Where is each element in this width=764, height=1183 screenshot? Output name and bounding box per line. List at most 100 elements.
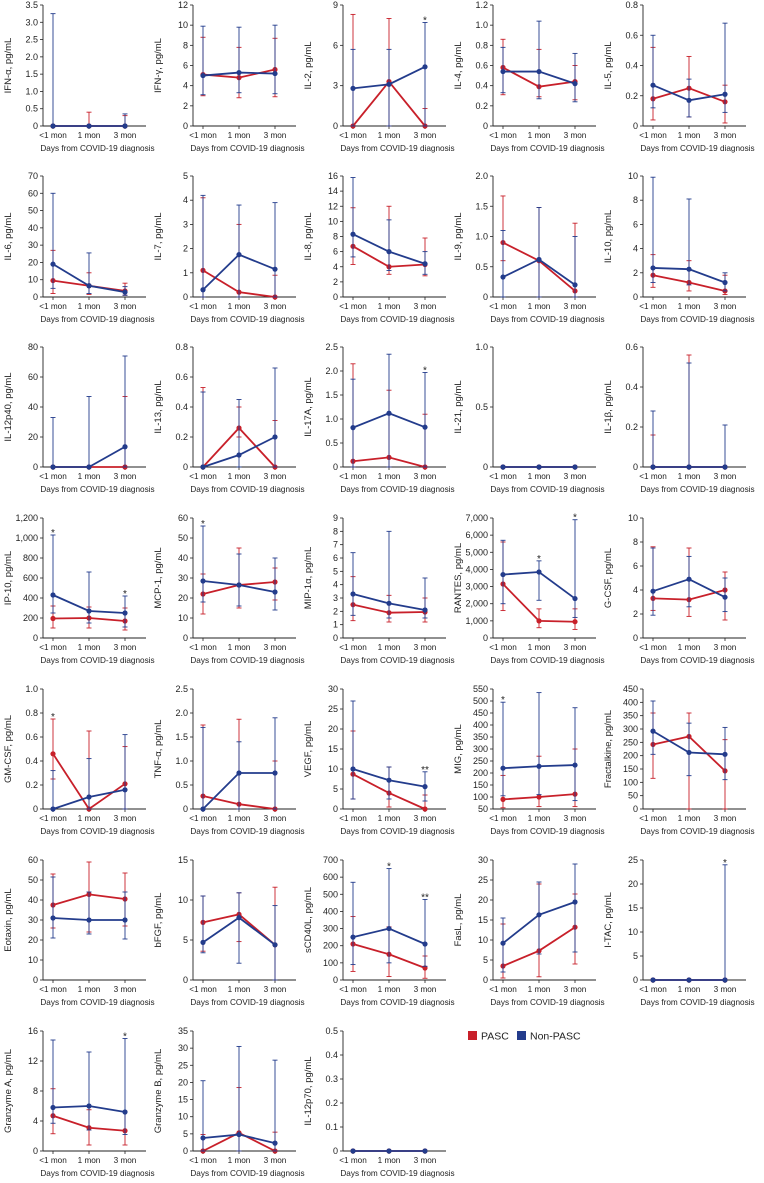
data-point <box>650 265 656 271</box>
y-tick-label: 8 <box>633 195 638 205</box>
series-non-pasc <box>200 892 278 981</box>
y-tick-label: 0 <box>483 975 488 985</box>
y-tick-label: 4 <box>333 262 338 272</box>
y-tick-label: 200 <box>23 613 38 623</box>
y-axis-label: IL-8, pg/mL <box>303 212 314 260</box>
x-tick-label: 1 mon <box>528 985 551 994</box>
x-axis-label: Days from COVID-19 diagnosis <box>190 315 304 324</box>
y-axis-label: I-TAC, pg/mL <box>603 892 614 948</box>
series-non-pasc <box>50 876 128 940</box>
data-point <box>122 787 128 793</box>
data-point <box>572 282 578 288</box>
y-tick-label: 0 <box>33 975 38 985</box>
y-tick-label: 20 <box>328 724 338 734</box>
x-tick-label: <1 mon <box>489 302 517 311</box>
x-tick-label: 1 mon <box>528 643 551 652</box>
x-tick-label: <1 mon <box>639 131 667 140</box>
x-tick-label: 1 mon <box>378 131 401 140</box>
y-tick-label: 200 <box>623 751 638 761</box>
data-point <box>200 578 206 584</box>
y-tick-label: 700 <box>323 855 338 865</box>
data-point <box>236 770 242 776</box>
data-point <box>236 915 242 921</box>
x-tick-label: <1 mon <box>189 814 217 823</box>
series-non-pasc <box>200 367 278 470</box>
y-tick-label: 4 <box>183 195 188 205</box>
chart-panel: 0 0.2 0.4 0.6 0.8 <1 mon 1 mon 3 mon Days from C… <box>153 342 305 494</box>
y-tick-label: 20 <box>28 257 38 267</box>
y-tick-label: 0.5 <box>25 104 38 114</box>
x-tick-label: 3 mon <box>564 814 587 823</box>
y-tick-label: 25 <box>478 875 488 885</box>
y-tick-label: 0 <box>183 975 188 985</box>
data-point <box>572 595 578 602</box>
x-tick-label: 1 mon <box>78 302 101 311</box>
series-non-pasc <box>50 355 128 470</box>
y-tick-label: 3,000 <box>465 582 488 592</box>
data-point <box>422 941 428 947</box>
y-axis-label: IL-9, pg/mL <box>453 212 464 260</box>
x-tick-label: 1 mon <box>678 302 701 311</box>
y-tick-label: 16 <box>328 171 338 181</box>
y-axis-label: MCP-1, pg/mL <box>153 547 164 608</box>
data-point <box>386 410 392 416</box>
series-non-pasc <box>650 362 728 470</box>
x-tick-label: 3 mon <box>264 643 287 652</box>
y-tick-label: 2 <box>333 277 338 287</box>
y-tick-label: 450 <box>623 684 638 694</box>
y-tick-label: 10 <box>328 216 338 226</box>
y-tick-label: 0.3 <box>325 1074 338 1084</box>
y-tick-label: 9 <box>333 513 338 523</box>
y-tick-label: 1.0 <box>475 342 488 352</box>
chart-panel: 0 100 200 300 400 500 600 700 <1 mon 1 mon 3 mon Da… <box>303 855 455 1007</box>
y-tick-label: 50 <box>478 804 488 814</box>
y-tick-label: 0 <box>183 121 188 131</box>
x-tick-label: 1 mon <box>228 472 251 481</box>
y-axis-label: IL-5, pg/mL <box>603 41 614 89</box>
y-tick-label: 1.5 <box>175 732 188 742</box>
y-tick-label: 4 <box>183 81 188 91</box>
y-tick-label: 0 <box>483 633 488 643</box>
data-point <box>50 915 56 921</box>
x-tick-label: 1 mon <box>678 985 701 994</box>
chart-panel: 0 5 10 15 20 25 <1 mon 1 mon 3 mon Days from COVI… <box>603 855 755 1007</box>
y-tick-label: 0.5 <box>475 262 488 272</box>
y-tick-label: 400 <box>23 593 38 603</box>
y-tick-label: 20 <box>628 879 638 889</box>
series-non-pasc <box>200 717 278 812</box>
y-tick-label: 0 <box>333 1146 338 1156</box>
significance-marker: * <box>423 365 427 376</box>
significance-marker: * <box>573 513 577 524</box>
x-tick-label: <1 mon <box>189 1156 217 1165</box>
x-tick-label: 1 mon <box>378 814 401 823</box>
data-point <box>722 464 728 470</box>
y-tick-label: 1 <box>333 620 338 630</box>
y-tick-label: 60 <box>28 372 38 382</box>
y-tick-label: 30 <box>28 240 38 250</box>
x-tick-label: 1 mon <box>228 302 251 311</box>
y-tick-label: 10 <box>478 935 488 945</box>
series-non-pasc <box>50 734 128 812</box>
y-tick-label: 10 <box>28 275 38 285</box>
y-tick-label: 2.5 <box>25 35 38 45</box>
y-tick-label: 4 <box>333 580 338 590</box>
x-tick-label: <1 mon <box>39 814 67 823</box>
y-tick-label: 0 <box>33 292 38 302</box>
x-axis-label: Days from COVID-19 diagnosis <box>40 1169 154 1178</box>
x-axis-label: Days from COVID-19 diagnosis <box>40 656 154 665</box>
series-non-pasc <box>50 192 128 296</box>
y-tick-label: 20 <box>178 1077 188 1087</box>
x-tick-label: 1 mon <box>378 643 401 652</box>
y-axis-label: IFN-α, pg/mL <box>3 38 14 94</box>
y-tick-label: 0.5 <box>475 402 488 412</box>
y-tick-label: 450 <box>473 708 488 718</box>
y-axis-label: bFGF, pg/mL <box>153 893 164 948</box>
data-point <box>272 70 278 77</box>
data-point <box>350 85 356 91</box>
x-tick-label: 3 mon <box>264 131 287 140</box>
x-axis-label: Days from COVID-19 diagnosis <box>490 998 604 1007</box>
data-point <box>86 608 92 614</box>
y-tick-label: 40 <box>28 402 38 412</box>
x-tick-label: <1 mon <box>639 643 667 652</box>
y-tick-label: 0.2 <box>175 432 188 442</box>
